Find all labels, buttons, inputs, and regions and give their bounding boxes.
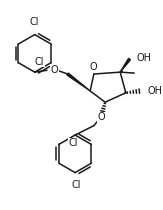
Text: Cl: Cl (30, 17, 39, 27)
Text: O: O (51, 65, 58, 75)
Text: OH: OH (136, 53, 151, 63)
Text: O: O (89, 62, 97, 72)
Text: Cl: Cl (35, 57, 44, 67)
Polygon shape (120, 58, 131, 72)
Text: Cl: Cl (68, 138, 78, 148)
Text: O: O (98, 112, 105, 122)
Text: Cl: Cl (71, 180, 81, 190)
Polygon shape (67, 73, 90, 91)
Text: OH: OH (147, 86, 162, 96)
